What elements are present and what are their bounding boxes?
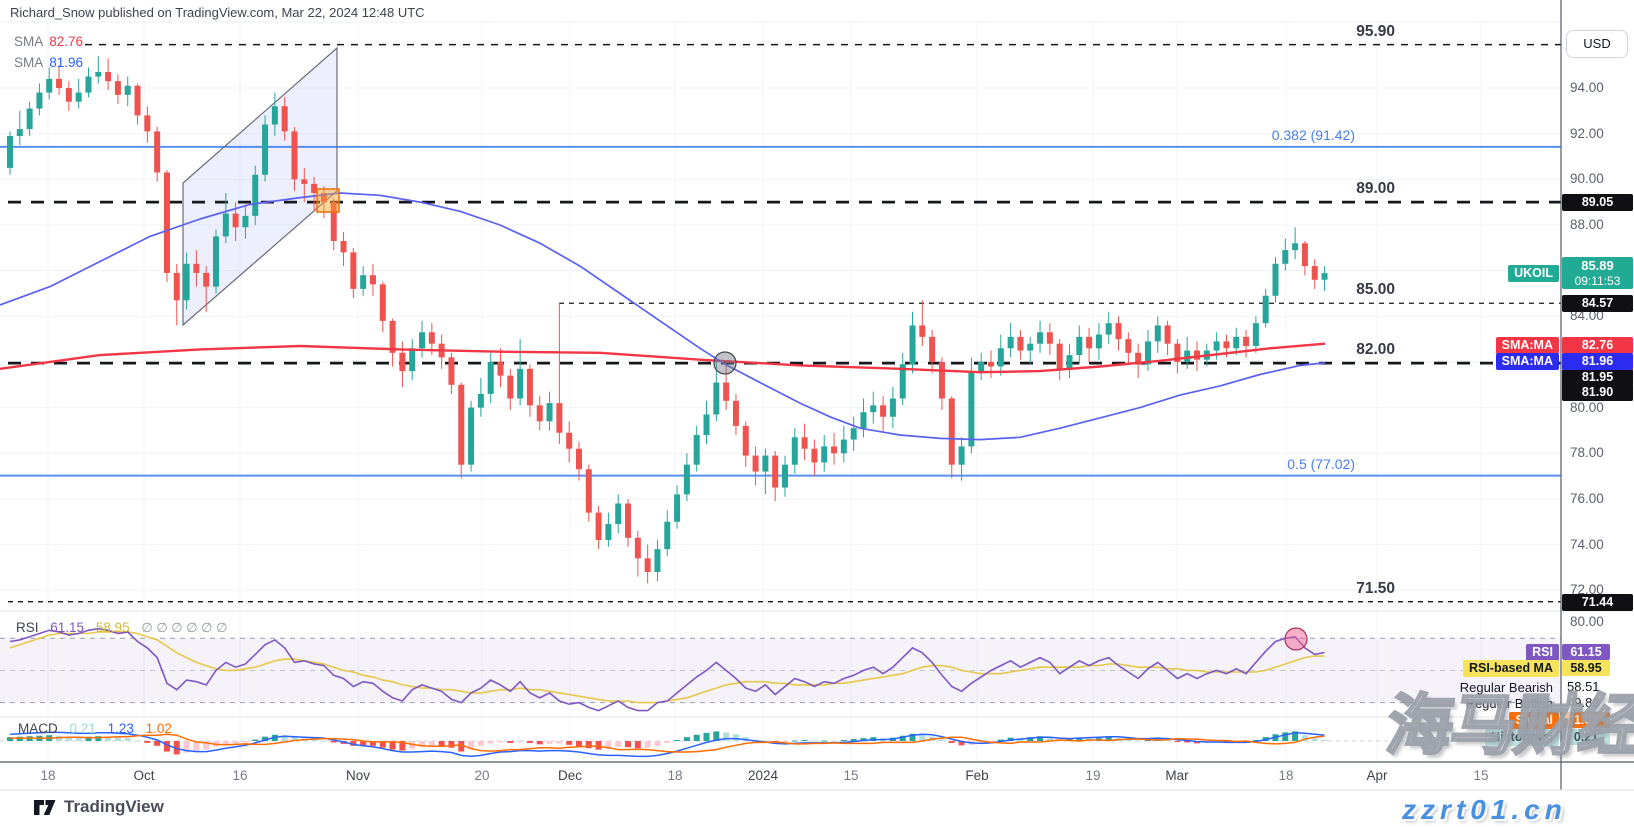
time-scale-tick: Oct <box>133 768 155 783</box>
price-scale-tick: 90.00 <box>1570 171 1604 187</box>
currency-toggle-button[interactable]: USD <box>1566 30 1628 58</box>
time-scale-tick: 19 <box>1085 768 1101 783</box>
macd-axis-value: 0.21 <box>1562 729 1610 745</box>
rsi-axis-value: 49.83 <box>1567 695 1600 710</box>
last-price-value: 85.89 <box>1581 257 1614 273</box>
time-scale-tick: Mar <box>1165 768 1189 783</box>
time-scale-tick: 2024 <box>747 768 779 783</box>
price-scale-tick: 74.00 <box>1570 536 1604 552</box>
level-label: 71.50 <box>1356 579 1395 597</box>
tradingview-logo-icon <box>34 799 56 815</box>
price-scale-tick: 84.00 <box>1570 308 1604 324</box>
tradingview-attribution[interactable]: TradingView <box>33 797 164 817</box>
price-scale-tick: 80.00 <box>1570 399 1604 415</box>
fib-label: 0.5 (77.02) <box>1287 455 1355 472</box>
time-scale-tick: 15 <box>1473 768 1489 783</box>
rsi-axis-tag: Regular Bullish <box>1465 695 1553 711</box>
macd-axis-tag: Histogram <box>1485 728 1559 746</box>
time-scale-tick: Nov <box>345 768 371 783</box>
sma-axis-value: 81.96 <box>1562 352 1633 370</box>
sma-legend-label: SMA <box>14 55 44 70</box>
macd-title: MACD <box>18 721 58 736</box>
macd-hist-value: 0.21 <box>69 721 96 736</box>
rsi-ma-value: 58.95 <box>95 620 130 635</box>
price-scale-tick: 76.00 <box>1570 490 1604 506</box>
time-scale-tick: Apr <box>1366 768 1388 783</box>
price-scale-tick: 92.00 <box>1570 125 1604 141</box>
level-label: 89.00 <box>1356 180 1395 198</box>
rsi-axis-tag: RSI <box>1526 643 1559 661</box>
macd-pane-header: MACD 0.21 1.23 1.02 <box>18 721 180 736</box>
last-price-label: 85.89 09:11:53 <box>1562 256 1633 289</box>
level-label: 82.00 <box>1356 341 1395 359</box>
time-scale-tick: 20 <box>474 768 490 783</box>
level-label: 85.00 <box>1356 281 1395 299</box>
price-axis-tag: 71.44 <box>1562 593 1633 611</box>
level-label: 95.90 <box>1356 22 1395 40</box>
rsi-value: 61.15 <box>50 620 85 635</box>
watermark-url: zzrt01.cn <box>1402 794 1567 825</box>
fib-label: 0.382 (91.42) <box>1271 126 1355 143</box>
time-scale-tick: 18 <box>667 768 683 783</box>
publish-byline: Richard_Snow published on TradingView.co… <box>10 5 425 20</box>
time-scale-tick: 18 <box>40 768 56 783</box>
sma-legend-1: SMA 82.76 <box>14 34 83 49</box>
price-axis-tag: 89.05 <box>1562 193 1633 211</box>
rsi-scale-tick: 80.00 <box>1570 614 1604 629</box>
rsi-axis-tag: RSI-based MA <box>1462 659 1559 677</box>
rsi-axis-value: 61.15 <box>1562 644 1610 660</box>
rsi-title: RSI <box>16 620 39 635</box>
sma-legend-value: 82.76 <box>49 34 84 49</box>
rsi-axis-value: 58.51 <box>1567 679 1600 694</box>
time-scale-tick: 18 <box>1278 768 1294 783</box>
time-scale-tick: 16 <box>232 768 248 783</box>
rsi-empty-values: ∅ ∅ ∅ ∅ ∅ ∅ <box>141 620 228 635</box>
sma-legend-value: 81.96 <box>49 55 84 70</box>
sma-axis-tag: SMA:MA <box>1495 352 1559 370</box>
symbol-tag: UKOIL <box>1508 264 1559 282</box>
price-axis-tag: 84.57 <box>1562 294 1633 312</box>
time-scale-tick: 15 <box>843 768 859 783</box>
price-scale-tick: 88.00 <box>1570 216 1604 232</box>
time-scale-tick: Dec <box>557 768 583 783</box>
price-scale-tick: 78.00 <box>1570 445 1604 461</box>
rsi-axis-tag: Regular Bearish <box>1459 679 1553 695</box>
rsi-pane-header: RSI 61.15 58.95 ∅ ∅ ∅ ∅ ∅ ∅ <box>16 620 235 636</box>
time-scale-tick: Feb <box>965 768 989 783</box>
sma-legend-2: SMA 81.96 <box>14 55 83 70</box>
rsi-axis-value: 58.95 <box>1562 660 1610 676</box>
tradingview-brand-text: TradingView <box>64 797 164 816</box>
price-axis-tag: 81.95 <box>1562 368 1633 386</box>
macd-line-value: 1.23 <box>107 721 134 736</box>
sma-axis-tag: SMA:MA <box>1495 336 1559 354</box>
bar-countdown: 09:11:53 <box>1574 273 1621 288</box>
price-axis-tag: 81.90 <box>1562 383 1633 401</box>
watermark-cjk: 海马财经 <box>1381 687 1634 764</box>
macd-signal-value: 1.02 <box>145 721 172 736</box>
sma-axis-value: 82.76 <box>1562 336 1633 354</box>
sma-legend-label: SMA <box>14 34 44 49</box>
macd-axis-tag: Signal <box>1509 711 1559 729</box>
macd-axis-value: 1.02 <box>1562 712 1610 728</box>
price-scale-tick: 94.00 <box>1570 80 1604 95</box>
